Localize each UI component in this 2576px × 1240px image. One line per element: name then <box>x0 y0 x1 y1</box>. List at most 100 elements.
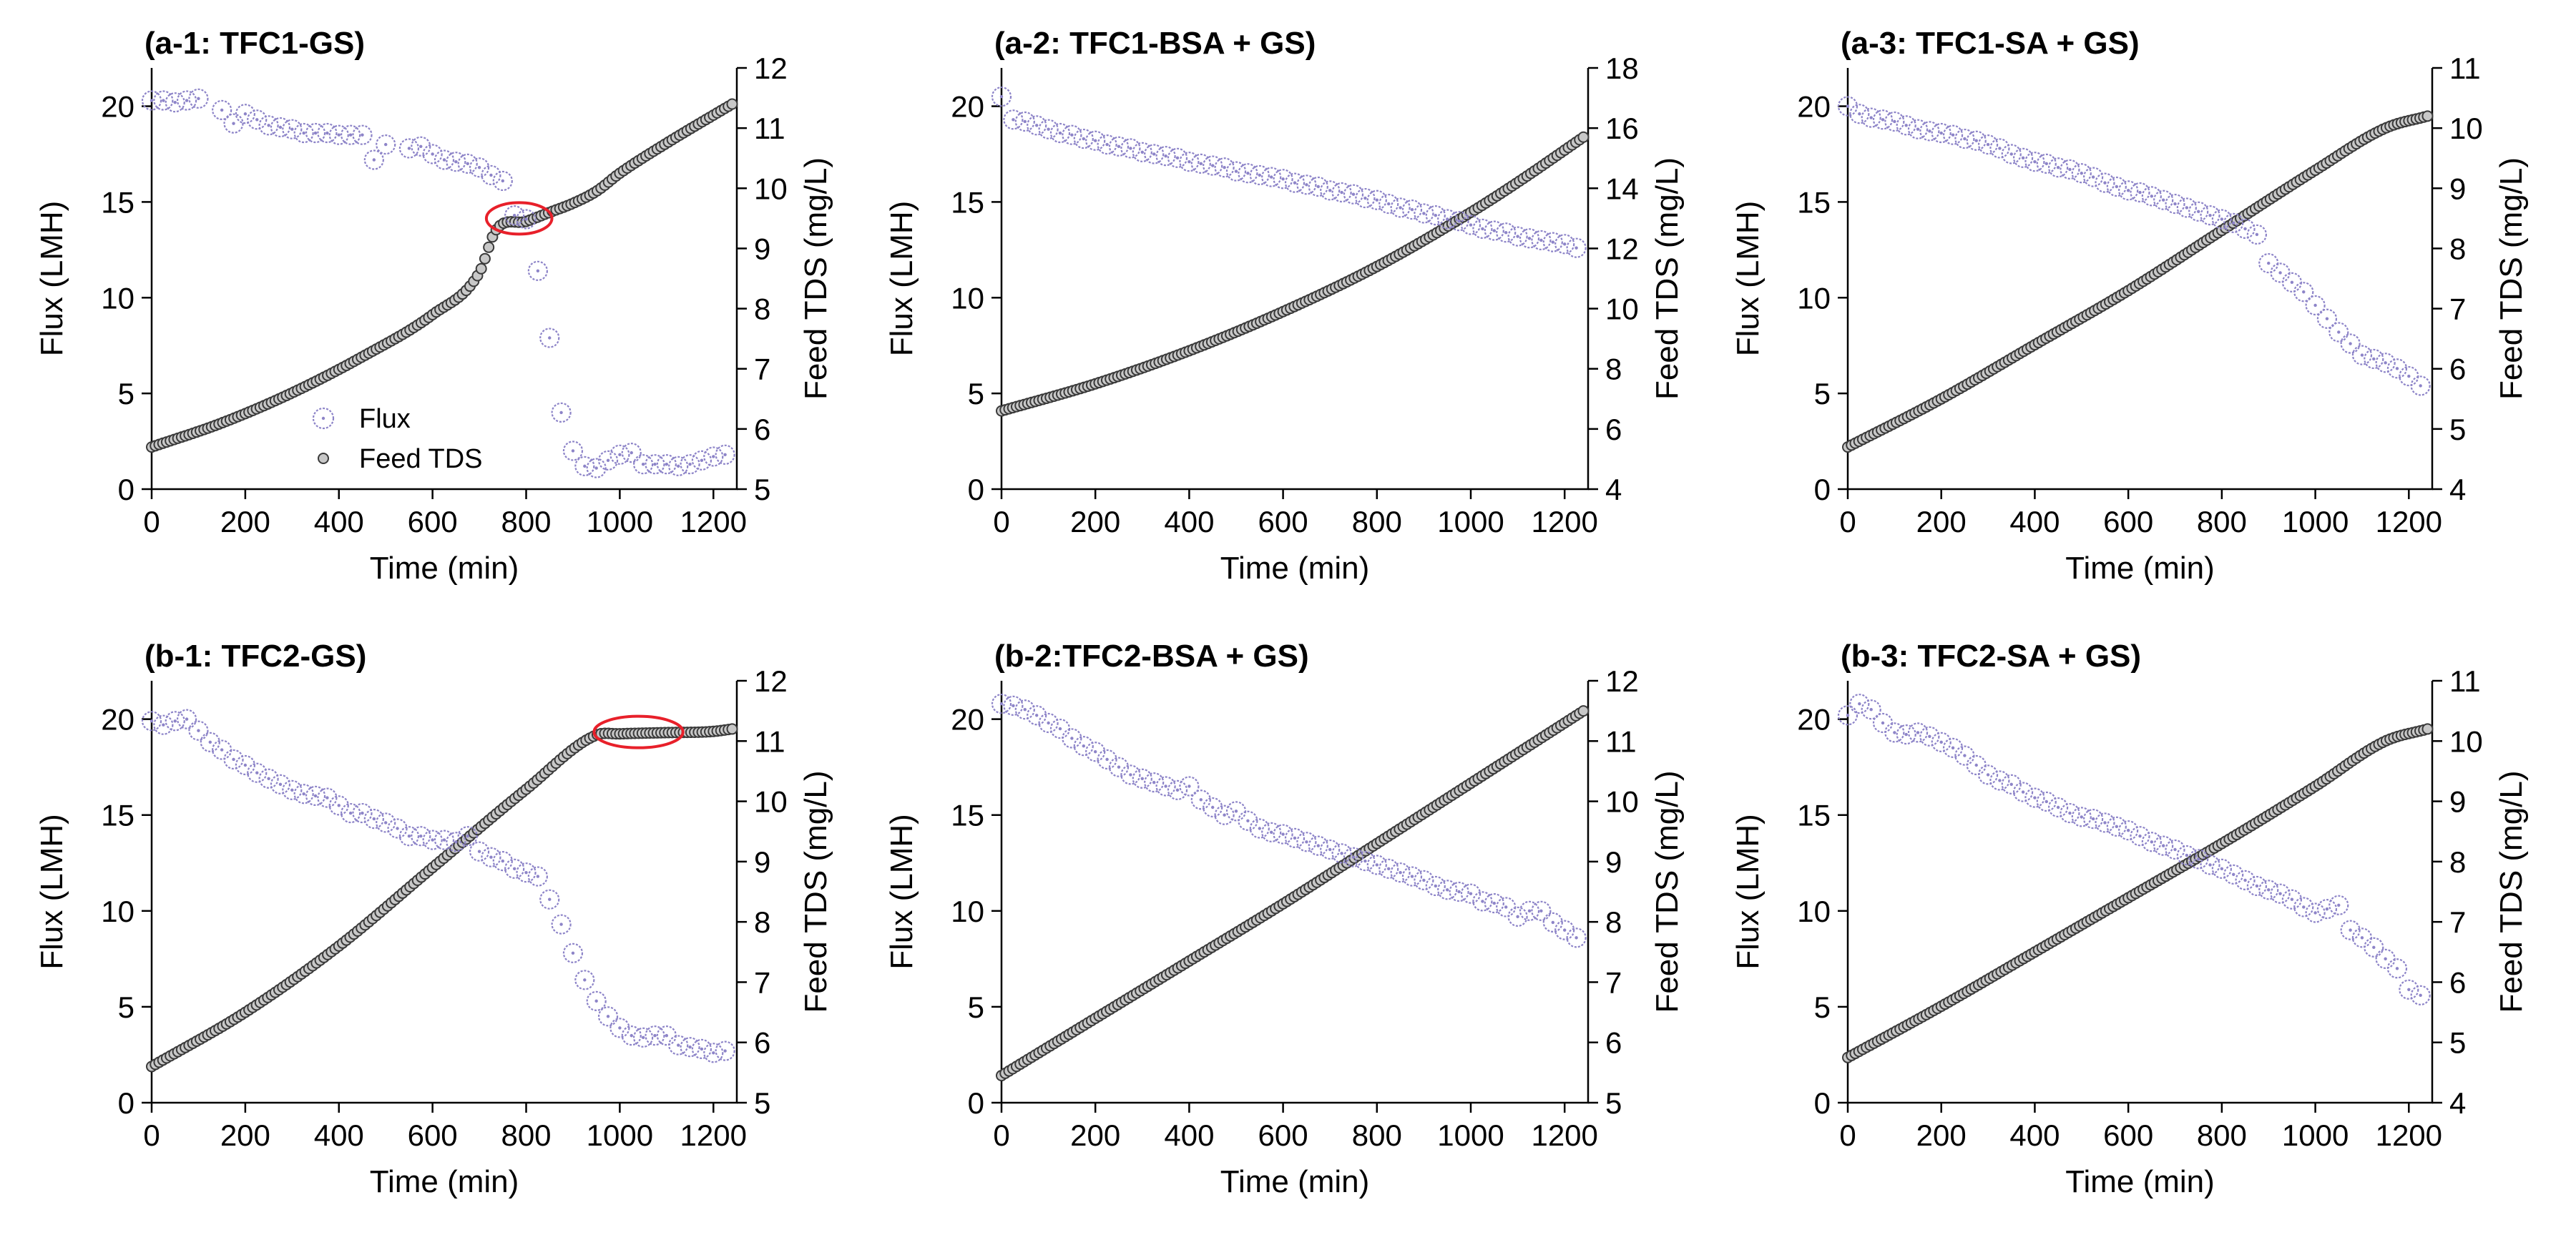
flux-point <box>1507 906 1528 927</box>
flux-point-center <box>1351 855 1356 859</box>
flux-point <box>2246 875 2267 897</box>
flux-point-center <box>665 1033 669 1038</box>
flux-point-center <box>1481 900 1484 903</box>
flux-point <box>165 92 185 113</box>
flux-point <box>1942 737 1964 758</box>
flux-point <box>2340 333 2361 354</box>
flux-point-center <box>267 777 270 780</box>
y2-axis-label: Feed TDS (mg/L) <box>1650 157 1685 400</box>
x-axis-label: Time (min) <box>1220 1164 1370 1199</box>
flux-point <box>2351 345 2373 365</box>
x-tick-label: 200 <box>1070 505 1120 538</box>
y-tick-label: 20 <box>101 90 134 124</box>
flux-point-center <box>1434 213 1438 217</box>
y2-tick-label: 10 <box>754 785 788 819</box>
flux-point <box>1261 822 1282 842</box>
flux-series <box>141 88 735 478</box>
x-axis-label: Time (min) <box>1220 551 1370 586</box>
flux-point <box>481 847 501 867</box>
y-axis-label: Flux (LMH) <box>884 201 919 357</box>
flux-point <box>633 1027 654 1048</box>
flux-point-center <box>1094 750 1097 754</box>
flux-point <box>270 117 291 138</box>
flux-point <box>1038 712 1059 734</box>
flux-point <box>2188 849 2209 870</box>
flux-point-center <box>2208 863 2212 867</box>
flux-point-center <box>185 99 189 102</box>
flux-point-center <box>1469 223 1473 227</box>
flux-point-center <box>1551 240 1554 244</box>
flux-point <box>645 1025 665 1046</box>
flux-point <box>2060 802 2080 824</box>
flux-point-center <box>1105 757 1109 762</box>
flux-point-center <box>348 811 353 815</box>
flux-point <box>1049 122 1071 144</box>
flux-point <box>2281 889 2303 910</box>
flux-series <box>991 87 1587 258</box>
flux-point <box>2375 353 2396 373</box>
flux-point <box>703 1043 724 1063</box>
flux-point <box>2118 820 2139 841</box>
flux-point-center <box>1881 118 1885 122</box>
flux-point-center <box>2243 227 2247 231</box>
x-tick-label: 800 <box>2197 505 2247 538</box>
feed-tds-series <box>996 705 1590 1082</box>
chart-panel-b1: (b-1: TFC2-GS) 0 200 400 600 800 1000 1200 0 5 10 1… <box>34 639 833 1199</box>
flux-point-center <box>1175 788 1180 792</box>
flux-point-center <box>489 855 493 859</box>
flux-point-center <box>2255 884 2259 888</box>
x-tick-label: 800 <box>1352 1118 1402 1152</box>
y-tick-label: 5 <box>968 990 984 1024</box>
flux-point <box>1884 722 1905 743</box>
y2-tick-label: 4 <box>2449 473 2466 506</box>
flux-point <box>328 795 349 816</box>
y2-tick-label: 4 <box>2449 1086 2466 1120</box>
flux-point-center <box>1129 147 1132 150</box>
y-axis-label: Flux (LMH) <box>1730 201 1766 357</box>
flux-point-center <box>2243 878 2247 882</box>
flux-point-center <box>477 166 481 169</box>
flux-point <box>1003 695 1024 716</box>
flux-point-center <box>2068 811 2072 815</box>
y-tick-label: 10 <box>101 895 134 928</box>
legend-tds-marker <box>318 453 329 464</box>
flux-point <box>1273 169 1293 190</box>
y2-tick-label: 11 <box>2449 664 2481 698</box>
flux-point <box>1425 205 1446 226</box>
flux-point-center <box>384 821 388 825</box>
flux-point-center <box>1904 124 1908 127</box>
flux-point <box>527 260 548 281</box>
flux-point-center <box>2349 928 2352 932</box>
x-tick-label: 1000 <box>2282 505 2349 538</box>
flux-point-center <box>477 850 481 853</box>
flux-point-center <box>1152 152 1156 156</box>
flux-point <box>2305 902 2326 923</box>
flux-point <box>1331 843 1352 864</box>
x-tick-label: 0 <box>1839 1118 1856 1152</box>
y-tick-label: 5 <box>968 377 984 410</box>
flux-point <box>2188 201 2209 222</box>
y2-tick-label: 12 <box>754 51 788 85</box>
flux-point <box>1355 850 1376 872</box>
y2-tick-label: 8 <box>754 905 770 939</box>
flux-point <box>1849 104 1870 124</box>
y2-axis-label: Feed TDS (mg/L) <box>798 770 833 1013</box>
y2-tick-label: 16 <box>1605 112 1639 145</box>
flux-point <box>282 779 303 800</box>
flux-point-center <box>2161 844 2165 847</box>
flux-point <box>1896 115 1916 136</box>
flux-point <box>1144 144 1165 164</box>
flux-point <box>1003 109 1024 130</box>
flux-point <box>176 709 197 729</box>
x-tick-label: 600 <box>2103 505 2153 538</box>
flux-point-center <box>2044 162 2048 166</box>
flux-point <box>1566 927 1587 948</box>
flux-point-center <box>1539 909 1543 913</box>
flux-point-center <box>999 702 1004 706</box>
flux-point-center <box>2021 790 2025 794</box>
flux-point-center <box>2044 799 2048 804</box>
flux-point <box>1308 835 1328 856</box>
flux-point <box>1414 203 1434 224</box>
chart-panel-a2: (a-2: TFC1-BSA + GS)0 200 400 600 800 1000 120… <box>884 26 1685 586</box>
panel-title: (a-3: TFC1-SA + GS) <box>1841 26 2140 61</box>
